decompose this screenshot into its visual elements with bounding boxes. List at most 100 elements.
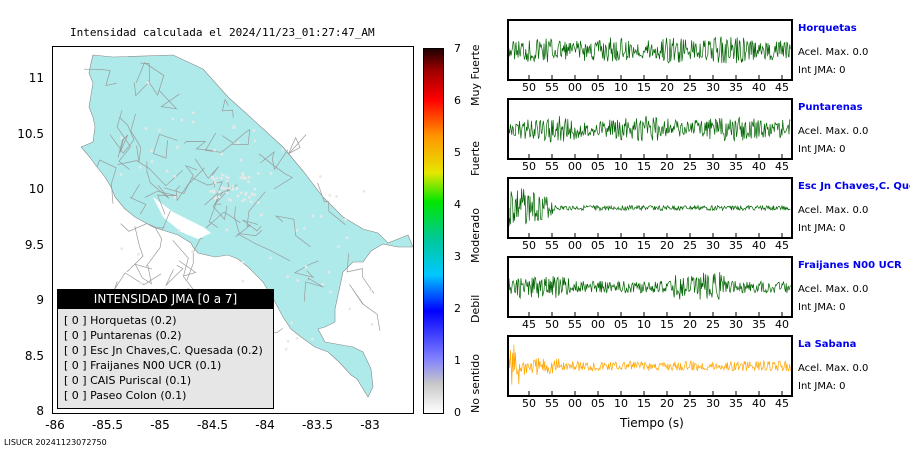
station-acel: Acel. Max. 0.0 [798, 205, 869, 216]
town-marker [214, 196, 218, 199]
road-line [146, 161, 170, 199]
town-marker [176, 146, 179, 149]
road-line [126, 226, 144, 273]
trace-tick-label: 20 [660, 81, 674, 94]
town-marker [221, 173, 224, 177]
town-marker [236, 141, 240, 144]
trace-tick-label: 45 [775, 81, 789, 94]
town-marker [158, 129, 161, 132]
town-marker [226, 176, 230, 179]
town-marker [286, 275, 289, 278]
trace-tick-label: 15 [637, 160, 651, 173]
station-name: Horquetas [798, 23, 857, 34]
road-line [172, 240, 197, 277]
legend-title: INTENSIDAD JMA [0 a 7] [58, 290, 273, 309]
map-x-tick: -84 [255, 418, 275, 432]
road-line [144, 190, 177, 215]
town-marker [120, 247, 123, 250]
road-line [221, 98, 234, 118]
town-marker [243, 198, 247, 201]
seismogram-panel [507, 19, 793, 81]
road-line [152, 133, 178, 159]
seismogram-panel [507, 335, 793, 397]
trace-tick-label: 00 [568, 397, 582, 410]
town-marker [241, 172, 244, 175]
town-marker [248, 176, 251, 179]
town-marker [303, 227, 306, 230]
trace-tick-label: 25 [683, 239, 697, 252]
road-line [349, 284, 381, 331]
intensity-legend: INTENSIDAD JMA [0 a 7] [ 0 ] Horquetas (… [57, 289, 274, 409]
trace-tick-label: 00 [568, 160, 582, 173]
colorbar-word: Debil [469, 294, 482, 323]
town-marker [212, 178, 216, 181]
town-marker [232, 126, 235, 129]
road-line [184, 141, 217, 152]
trace-line [509, 344, 791, 385]
road-line [117, 160, 183, 187]
town-marker [244, 176, 248, 180]
town-marker [209, 190, 212, 193]
town-marker [220, 152, 223, 156]
town-marker [224, 187, 227, 190]
map-x-tick: -83 [360, 418, 380, 432]
town-marker [248, 196, 251, 199]
map-x-tick: -86 [45, 418, 65, 432]
station-int: Int JMA: 0 [798, 223, 846, 234]
town-marker [165, 169, 169, 173]
town-marker [225, 191, 229, 195]
road-line [145, 227, 165, 267]
station-int: Int JMA: 0 [798, 381, 846, 392]
trace-tick-label: 50 [522, 397, 536, 410]
town-marker [328, 194, 332, 197]
trace-tick-label: 00 [568, 81, 582, 94]
trace-tick-label: 45 [522, 318, 536, 331]
map-x-tick: -85.5 [91, 418, 124, 432]
trace-tick-label: 40 [775, 318, 789, 331]
town-marker [235, 187, 239, 190]
town-marker [295, 229, 299, 232]
town-marker [228, 187, 231, 190]
trace-tick-label: 10 [614, 81, 628, 94]
trace-tick-label: 15 [637, 397, 651, 410]
road-line [129, 184, 147, 215]
trace-tick-label: 50 [522, 160, 536, 173]
road-line [133, 62, 150, 97]
road-line [109, 116, 135, 154]
town-marker [290, 321, 293, 325]
trace-tick-label: 05 [614, 318, 628, 331]
town-marker [239, 191, 243, 195]
trace-tick-label: 45 [775, 397, 789, 410]
trace-tick-label: 55 [568, 318, 582, 331]
legend-row: [ 0 ] Puntarenas (0.2) [64, 329, 182, 342]
station-name: Puntarenas [798, 102, 863, 113]
road-line [204, 132, 234, 153]
colorbar-gradient [424, 49, 443, 413]
town-marker [348, 307, 352, 311]
trace-line [509, 36, 791, 64]
road-line [260, 149, 288, 171]
town-marker [344, 218, 347, 221]
colorbar-tick: 0 [454, 406, 461, 419]
trace-tick-label: 30 [706, 239, 720, 252]
road-line [234, 206, 263, 237]
town-marker [311, 214, 315, 218]
trace-line [509, 272, 791, 300]
station-acel: Acel. Max. 0.0 [798, 284, 869, 295]
town-marker [180, 118, 183, 122]
trace-tick-label: 45 [775, 160, 789, 173]
town-marker [241, 174, 245, 178]
road-line [303, 277, 324, 302]
town-marker [221, 186, 225, 190]
road-line [317, 182, 346, 226]
seismogram-trace [509, 36, 791, 79]
town-marker [241, 280, 244, 283]
legend-row: [ 0 ] Fraijanes N00 UCR (0.1) [64, 359, 222, 372]
town-marker [281, 148, 284, 151]
legend-row: [ 0 ] Esc Jn Chaves,C. Quesada (0.2) [64, 344, 263, 357]
seismogram-trace [509, 115, 791, 158]
station-acel: Acel. Max. 0.0 [798, 126, 869, 137]
colorbar-tick: 2 [454, 302, 461, 315]
town-marker [231, 185, 234, 188]
